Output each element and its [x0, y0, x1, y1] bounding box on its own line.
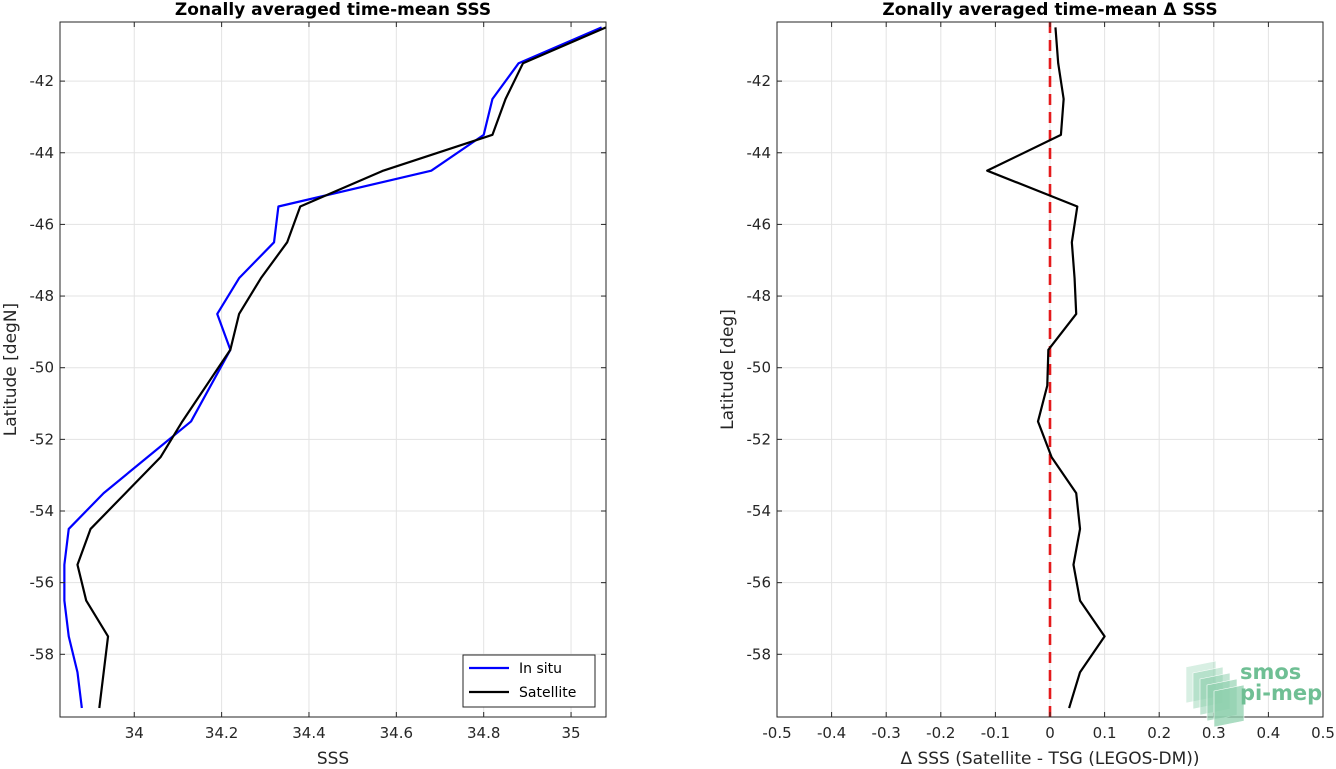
x-tick-label: -0.4 — [817, 724, 846, 742]
x-tick-label: 0.4 — [1256, 724, 1280, 742]
y-tick-label: -52 — [30, 430, 55, 448]
y-tick-label: -44 — [30, 144, 55, 162]
x-tick-label: -0.3 — [872, 724, 901, 742]
y-tick-label: -50 — [30, 359, 55, 377]
legend-entry: Satellite — [519, 685, 576, 701]
series-line-satellite — [76, 26, 607, 709]
x-tick-label: 34 — [125, 724, 144, 742]
y-axis-label: Latitude [degN] — [1, 303, 21, 436]
chart-title: Zonally averaged time-mean SSS — [175, 0, 491, 20]
x-tick-label: -0.2 — [926, 724, 955, 742]
y-tick-label: -58 — [747, 645, 772, 663]
y-tick-label: -46 — [747, 215, 772, 233]
y-tick-label: -46 — [30, 215, 55, 233]
x-tick-label: 0 — [1045, 724, 1055, 742]
left-panel-sss: 34 34.2 34.4 34.6 34.8 35 -42 -44 -46 -48 -50 -52 -5… — [1, 0, 607, 769]
x-tick-label: 0.2 — [1147, 724, 1171, 742]
legend: In situ Satellite — [462, 654, 596, 708]
x-axis-label: SSS — [317, 749, 349, 769]
x-tick-label: 0.5 — [1311, 724, 1335, 742]
x-tick-label: 0.3 — [1202, 724, 1226, 742]
x-tick-label: 0.1 — [1093, 724, 1117, 742]
y-axis-label: Latitude [deg] — [718, 309, 738, 430]
legend-box — [462, 654, 596, 708]
y-tick-label: -56 — [30, 574, 55, 592]
y-tick-label: -50 — [747, 359, 772, 377]
y-tick-label: -48 — [747, 287, 772, 305]
x-tick-label: 34.2 — [205, 724, 238, 742]
y-tick-label: -44 — [747, 144, 772, 162]
y-tick-label: -42 — [747, 72, 772, 90]
y-tick-label: -54 — [30, 502, 55, 520]
x-tick-label: -0.1 — [981, 724, 1010, 742]
axes-box — [59, 21, 607, 718]
legend-entry: In situ — [519, 661, 562, 677]
logo-wave-shape — [1213, 684, 1245, 728]
series-line-0 — [986, 27, 1106, 709]
x-tick-label: 34.4 — [292, 724, 325, 742]
chart-title: Zonally averaged time-mean Δ SSS — [882, 0, 1217, 20]
x-tick-label: 34.8 — [467, 724, 500, 742]
right-panel-delta-sss: -0.5 -0.4 -0.3 -0.2 -0.1 0 0.1 0.2 0.3 0.4 0.5 -42 -… — [718, 0, 1335, 769]
logo-text-smos: smos — [1240, 660, 1301, 684]
y-tick-label: -48 — [30, 287, 55, 305]
x-axis-label: Δ SSS (Satellite - TSG (LEGOS-DM)) — [900, 749, 1199, 769]
y-tick-label: -52 — [747, 430, 772, 448]
y-tick-label: -54 — [747, 502, 772, 520]
x-tick-label: 34.6 — [380, 724, 413, 742]
x-tick-label: 35 — [562, 724, 581, 742]
y-tick-label: -58 — [30, 645, 55, 663]
x-tick-label: -0.5 — [762, 724, 791, 742]
y-tick-label: -56 — [747, 574, 772, 592]
y-tick-label: -42 — [30, 72, 55, 90]
logo-text-pi-mep: pi-mep — [1240, 681, 1322, 705]
